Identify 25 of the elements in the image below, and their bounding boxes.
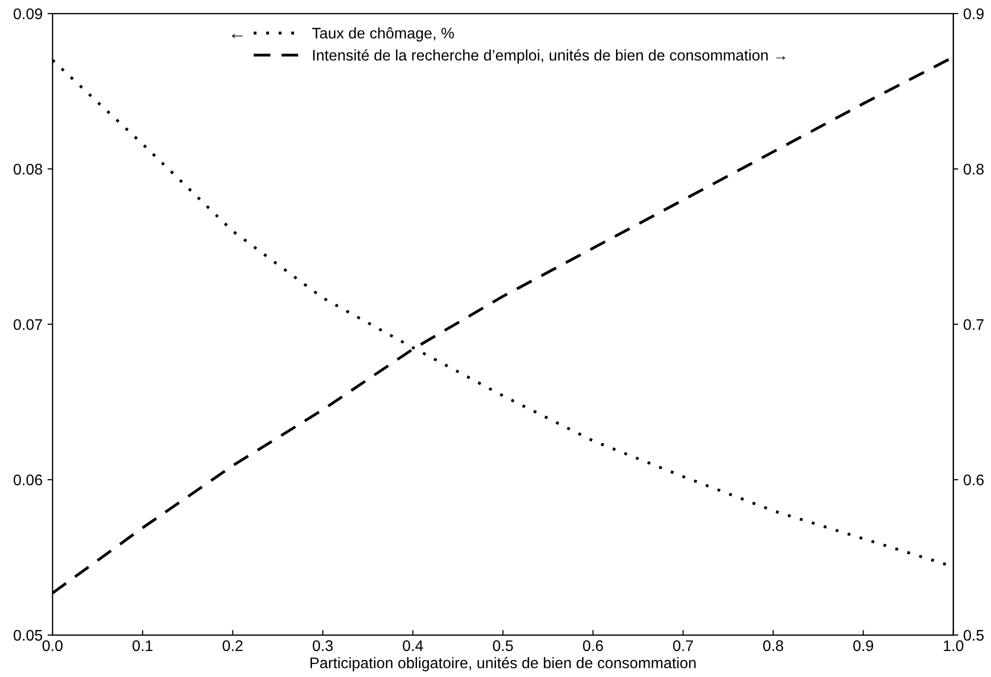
legend-label: Taux de chômage, % (312, 27, 454, 42)
y-tick-label: 0.05 (14, 630, 42, 641)
x-tick-label: 0.7 (673, 640, 693, 652)
x-tick-label: 0.1 (132, 640, 152, 652)
x-tick-label: 0.4 (402, 640, 424, 652)
x-tick-label: 0.9 (853, 640, 874, 652)
y2-tick-label: 0.5 (964, 630, 984, 641)
x-tick-label: 0.3 (312, 640, 333, 652)
y-tick-label: 0.06 (14, 474, 42, 486)
y2-tick-label: 0.7 (964, 319, 984, 330)
x-tick-label: 0.6 (582, 640, 603, 652)
y-tick-label: 0.09 (14, 8, 42, 20)
legend-label: Intensité de la recherche d’emploi, unités de bien de consommation → (313, 49, 786, 64)
y2-tick-label: 0.6 (964, 474, 984, 486)
x-tick-label: 0.2 (222, 640, 243, 652)
y-tick-label: 0.08 (14, 164, 42, 175)
x-tick-label: 0.8 (763, 640, 784, 652)
y2-tick-label: 0.8 (964, 164, 984, 175)
y-tick-label: 0.07 (14, 319, 42, 330)
x-tick-label: 0.5 (492, 640, 513, 652)
y2-tick-label: 0.9 (964, 8, 984, 20)
x-tick-label: 1.0 (944, 640, 964, 652)
annotation: ← (232, 34, 243, 38)
x-tick-label: 0.0 (42, 640, 63, 652)
x-axis-title: Participation obligatoire, unités de bien de consommation (310, 656, 696, 672)
